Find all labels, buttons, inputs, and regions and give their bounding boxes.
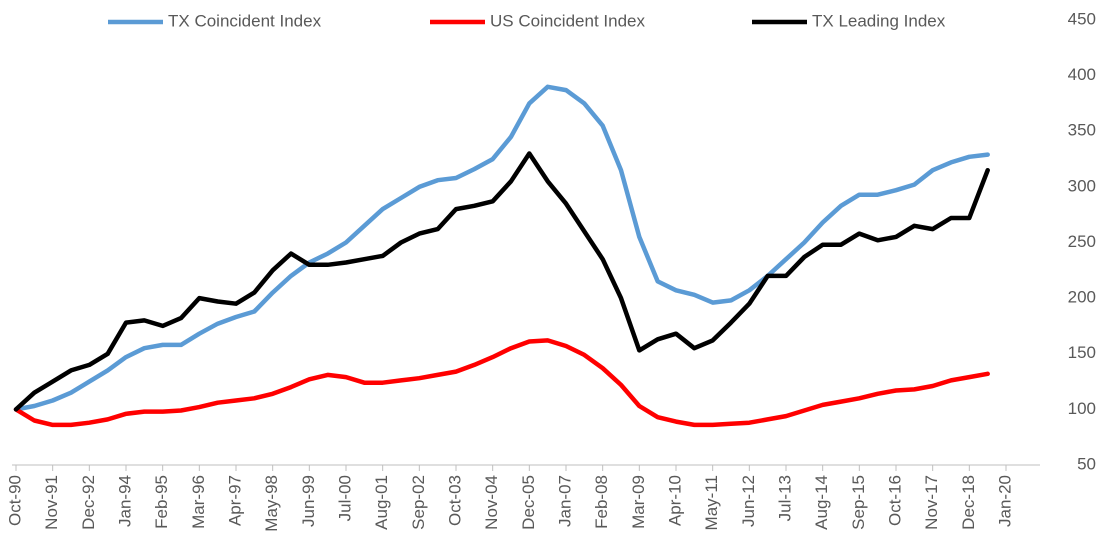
x-tick-label: Jun-12 — [739, 475, 758, 527]
x-tick-label: Apr-97 — [225, 475, 244, 526]
x-tick-label: Nov-17 — [922, 475, 941, 530]
x-tick-label: Sep-02 — [409, 475, 428, 530]
x-tick-label: Feb-08 — [592, 475, 611, 529]
x-tick-label: May-11 — [702, 475, 721, 530]
x-tick-label: Mar-96 — [189, 475, 208, 529]
y-tick-label: 100 — [1068, 399, 1096, 418]
legend-label: TX Leading Index — [812, 11, 946, 30]
x-tick-label: Jan-07 — [555, 475, 574, 527]
x-tick-label: Jul-00 — [335, 475, 354, 521]
y-tick-label: 400 — [1068, 65, 1096, 84]
x-tick-label: Aug-01 — [372, 475, 391, 530]
y-tick-label: 250 — [1068, 232, 1096, 251]
x-tick-label: Jan-94 — [115, 475, 134, 527]
x-tick-label: Dec-05 — [519, 475, 538, 530]
x-tick-label: Mar-09 — [629, 475, 648, 529]
x-tick-label: Jul-13 — [775, 475, 794, 521]
y-tick-label: 150 — [1068, 343, 1096, 362]
series-line — [13, 84, 990, 412]
x-tick-label: Oct-90 — [5, 475, 24, 526]
y-tick-label: 450 — [1068, 9, 1096, 28]
y-tick-label: 200 — [1068, 288, 1096, 307]
x-tick-label: Nov-04 — [482, 475, 501, 530]
x-tick-label: Oct-16 — [885, 475, 904, 526]
x-tick-label: Jan-20 — [995, 475, 1014, 527]
y-tick-label: 50 — [1077, 454, 1096, 473]
x-tick-label: May-98 — [262, 475, 281, 532]
x-tick-label: Oct-03 — [445, 475, 464, 526]
legend-label: US Coincident Index — [490, 11, 645, 30]
x-tick-label: Dec-92 — [79, 475, 98, 530]
x-tick-label: Aug-14 — [812, 475, 831, 530]
legend-label: TX Coincident Index — [168, 11, 322, 30]
x-tick-label: Sep-15 — [849, 475, 868, 530]
series-line — [13, 338, 990, 428]
x-tick-label: Dec-18 — [959, 475, 978, 530]
series-line — [13, 151, 990, 412]
x-tick-label: Feb-95 — [152, 475, 171, 529]
y-tick-label: 300 — [1068, 176, 1096, 195]
x-tick-label: Jun-99 — [299, 475, 318, 527]
x-tick-label: Nov-91 — [42, 475, 61, 530]
x-tick-label: Apr-10 — [665, 475, 684, 526]
y-tick-label: 350 — [1068, 121, 1096, 140]
